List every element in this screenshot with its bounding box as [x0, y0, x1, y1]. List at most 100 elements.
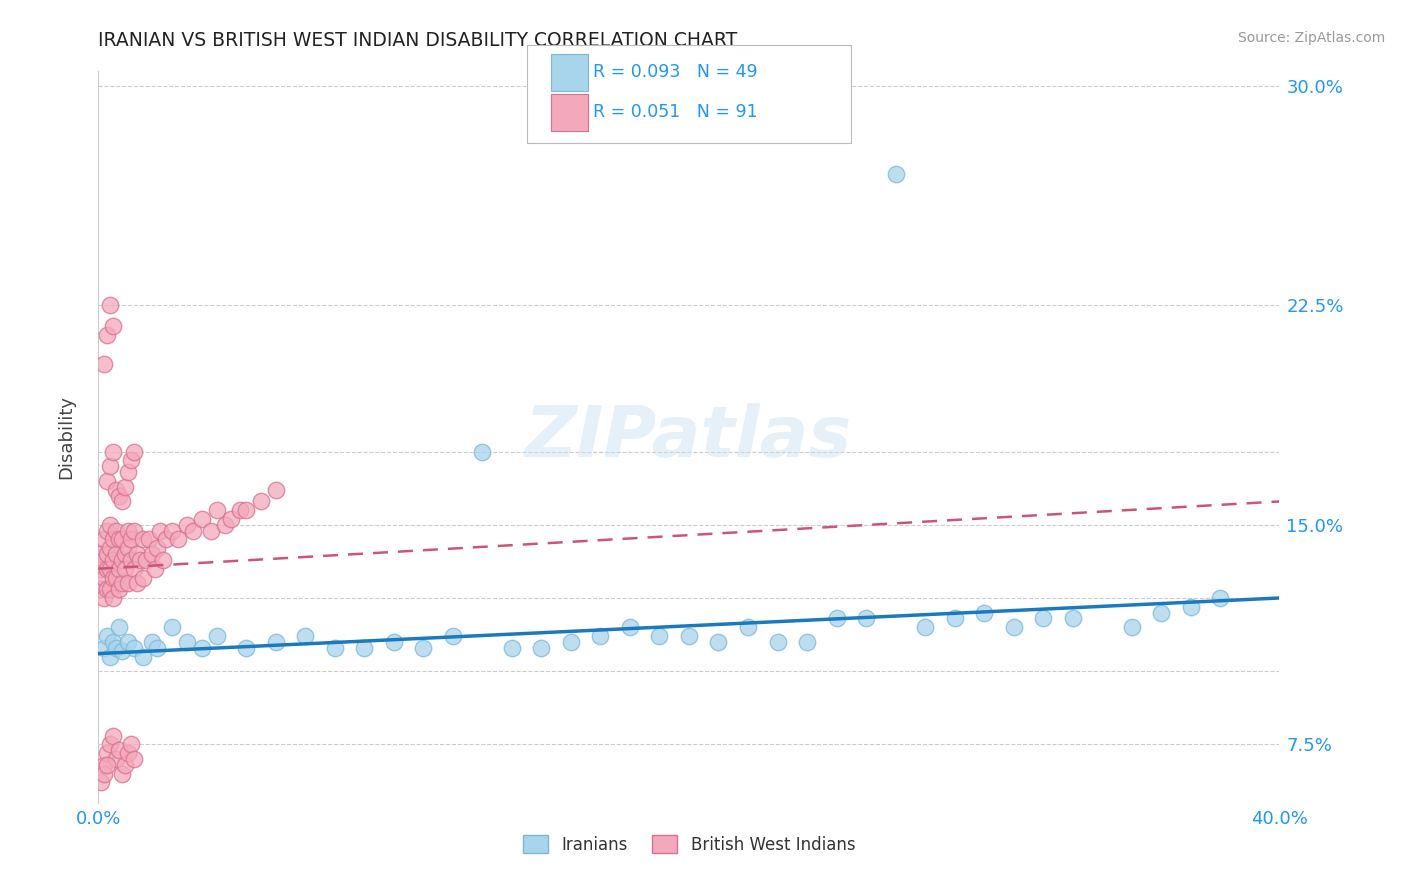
Point: [441, 629, 464, 643]
Point: [678, 629, 700, 643]
Point: [1062, 611, 1084, 625]
Point: [214, 517, 236, 532]
Point: [141, 635, 163, 649]
Point: [973, 606, 995, 620]
Point: [90, 562, 112, 576]
Text: R = 0.051   N = 91: R = 0.051 N = 91: [593, 103, 758, 121]
Point: [191, 512, 214, 526]
Point: [200, 524, 222, 538]
Point: [323, 640, 346, 655]
Point: [96, 562, 118, 576]
Point: [884, 167, 907, 181]
Point: [155, 533, 177, 547]
Point: [108, 533, 131, 547]
Point: [176, 517, 198, 532]
Point: [117, 746, 139, 760]
Point: [120, 737, 142, 751]
Point: [96, 524, 118, 538]
Point: [117, 524, 139, 538]
Point: [943, 611, 966, 625]
Point: [96, 547, 118, 561]
Point: [105, 547, 128, 561]
Point: [707, 635, 730, 649]
Point: [114, 757, 136, 772]
Point: [382, 635, 405, 649]
Point: [235, 503, 257, 517]
Point: [648, 629, 671, 643]
Point: [96, 327, 118, 342]
Point: [914, 620, 936, 634]
Point: [143, 562, 166, 576]
Point: [264, 635, 287, 649]
Point: [766, 635, 789, 649]
Point: [103, 570, 125, 584]
Point: [855, 611, 877, 625]
Point: [114, 562, 136, 576]
Point: [114, 547, 136, 561]
Point: [117, 465, 139, 479]
Point: [122, 562, 145, 576]
Point: [132, 570, 155, 584]
Point: [132, 649, 155, 664]
Point: [105, 524, 128, 538]
Point: [120, 453, 142, 467]
Point: [149, 524, 172, 538]
Point: [120, 533, 142, 547]
Point: [111, 553, 134, 567]
Point: [353, 640, 375, 655]
Point: [93, 357, 115, 371]
Point: [98, 582, 121, 597]
Point: [152, 553, 174, 567]
Point: [93, 766, 115, 780]
Point: [111, 643, 134, 657]
Point: [1121, 620, 1143, 634]
Point: [128, 553, 150, 567]
Point: [737, 620, 759, 634]
Point: [93, 533, 115, 547]
Point: [141, 547, 163, 561]
Legend: Iranians, British West Indians: Iranians, British West Indians: [516, 829, 862, 860]
Point: [589, 629, 612, 643]
Point: [111, 533, 134, 547]
Text: Source: ZipAtlas.com: Source: ZipAtlas.com: [1237, 31, 1385, 45]
Point: [176, 635, 198, 649]
Point: [90, 775, 112, 789]
Point: [93, 757, 115, 772]
Point: [105, 640, 128, 655]
Point: [122, 524, 145, 538]
Point: [108, 582, 131, 597]
Point: [120, 553, 142, 567]
Point: [138, 533, 160, 547]
Point: [619, 620, 641, 634]
Point: [103, 635, 125, 649]
Point: [108, 743, 131, 757]
Point: [108, 620, 131, 634]
Point: [122, 640, 145, 655]
Point: [412, 640, 434, 655]
Point: [105, 570, 128, 584]
Point: [125, 576, 148, 591]
Point: [264, 483, 287, 497]
Point: [235, 640, 257, 655]
Point: [229, 503, 252, 517]
Point: [1180, 599, 1202, 614]
Point: [108, 489, 131, 503]
Point: [103, 318, 125, 333]
Point: [98, 459, 121, 474]
Point: [103, 533, 125, 547]
Point: [471, 444, 494, 458]
Point: [111, 494, 134, 508]
Point: [90, 547, 112, 561]
Point: [98, 562, 121, 576]
Point: [501, 640, 523, 655]
Point: [114, 480, 136, 494]
Point: [93, 640, 115, 655]
Point: [111, 766, 134, 780]
Point: [191, 640, 214, 655]
Point: [122, 752, 145, 766]
Point: [98, 737, 121, 751]
Point: [1002, 620, 1025, 634]
Point: [117, 541, 139, 556]
Point: [93, 591, 115, 605]
Point: [117, 635, 139, 649]
